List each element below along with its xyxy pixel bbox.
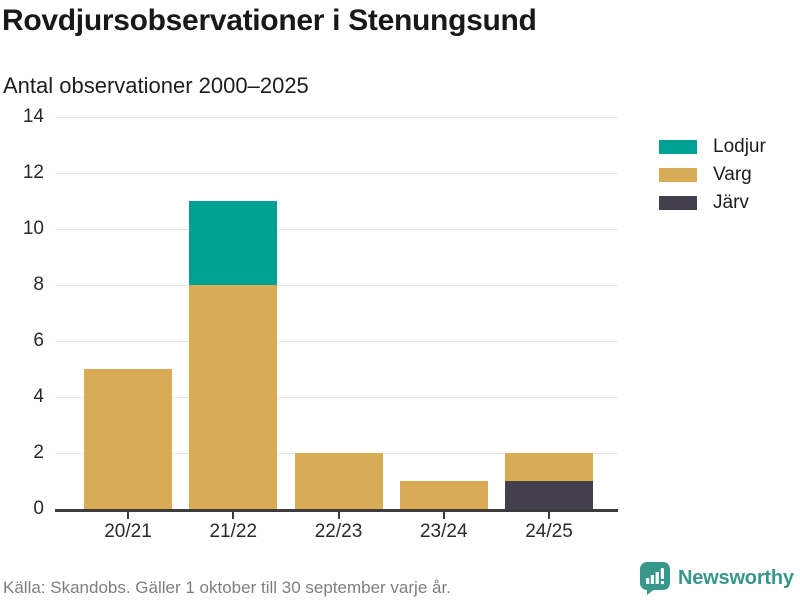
x-tick: [548, 512, 550, 519]
y-tick-label: 10: [22, 218, 44, 239]
bar-segment-varg-20/21: [84, 369, 172, 509]
legend-label: Varg: [713, 164, 752, 185]
chart-title: Rovdjursobservationer i Stenungsund: [2, 4, 537, 37]
y-tick-label: 12: [22, 162, 44, 183]
x-tick-label: 21/22: [209, 521, 258, 542]
x-tick-label: 20/21: [104, 521, 152, 542]
brand-name: Newsworthy: [678, 567, 794, 589]
bar-segment-varg-22/23: [294, 453, 383, 509]
legend-item-varg: Varg: [659, 161, 766, 189]
brand-logo: Newsworthy: [639, 561, 794, 596]
bar-segment-varg-23/24: [399, 481, 488, 509]
y-tick-label: 8: [33, 274, 44, 295]
gridline: [55, 173, 618, 174]
y-tick-label: 2: [33, 442, 44, 463]
y-tick-label: 6: [33, 330, 44, 351]
plot-area: [55, 117, 618, 512]
bar-segment-järv-24/25: [505, 481, 593, 509]
x-tick: [442, 512, 445, 519]
x-axis-labels: 20/21 21/22 22/23 23/24 24/25: [55, 521, 618, 545]
x-tick-label: 23/24: [419, 521, 468, 542]
x-tick-label: 22/23: [314, 521, 363, 542]
legend-label: Järv: [713, 192, 749, 213]
gridline: [55, 229, 618, 230]
legend-item-lodjur: Lodjur: [659, 133, 766, 161]
x-axis-ticks: [55, 512, 618, 519]
legend-swatch-icon: [659, 196, 697, 210]
gridline: [55, 117, 618, 118]
legend-swatch-icon: [659, 168, 697, 182]
y-axis-labels: 0 2 4 6 8 10 12 14: [0, 106, 44, 519]
x-tick: [127, 512, 129, 519]
legend-label: Lodjur: [713, 136, 766, 157]
source-note: Källa: Skandobs. Gäller 1 oktober till 3…: [3, 578, 451, 597]
legend: Lodjur Varg Järv: [659, 133, 766, 217]
legend-swatch-icon: [659, 140, 697, 154]
legend-item-järv: Järv: [659, 189, 766, 217]
x-tick: [232, 512, 235, 519]
y-tick-label: 4: [33, 386, 44, 407]
newsworthy-icon: [640, 562, 670, 595]
bar-segment-varg-21/22: [189, 285, 278, 509]
bar-segment-lodjur-21/22: [189, 201, 278, 285]
gridline: [55, 397, 618, 398]
bar-segment-varg-24/25: [505, 453, 593, 481]
chart-subtitle: Antal observationer 2000–2025: [3, 73, 309, 98]
gridline: [55, 341, 618, 342]
y-tick-label: 14: [22, 106, 44, 127]
y-tick-label: 0: [33, 498, 44, 519]
x-tick: [337, 512, 340, 519]
gridline: [55, 285, 618, 286]
x-tick-label: 24/25: [525, 521, 573, 542]
